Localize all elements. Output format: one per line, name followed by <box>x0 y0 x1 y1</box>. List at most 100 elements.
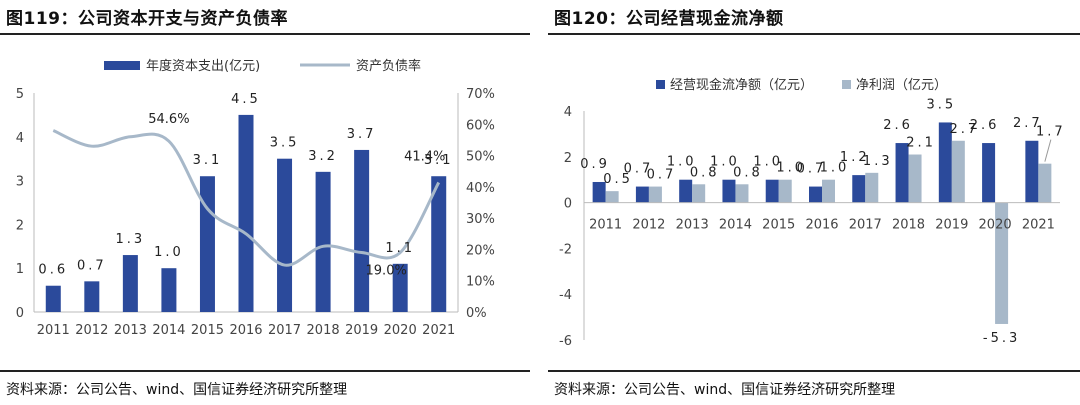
cashflow-data-label: 3.5 <box>926 97 956 112</box>
top-rule <box>548 33 1080 35</box>
y-tick-right: 10% <box>466 275 495 290</box>
capex-bar <box>84 281 100 312</box>
cashflow-data-label: 1.2 <box>840 150 870 165</box>
x-tick-label: 2019 <box>935 218 968 233</box>
net-profit-data-label: -5.3 <box>983 331 1020 346</box>
cashflow-data-label: 0.7 <box>797 162 827 177</box>
capex-data-label: 3.7 <box>347 127 377 142</box>
bottom-rule <box>0 370 530 372</box>
chart-title: 图120：公司经营现金流净额 <box>554 9 784 29</box>
y-tick: -2 <box>559 242 572 257</box>
legend-swatch-net-profit <box>842 80 851 89</box>
y-tick-right: 70% <box>466 87 495 102</box>
cashflow-bar <box>1025 140 1039 203</box>
capex-bar <box>392 263 408 312</box>
cashflow-data-label: 1.0 <box>667 155 697 170</box>
cashflow-data-label: 0.9 <box>580 157 610 172</box>
source-note: 资料来源：公司公告、wind、国信证券经济研究所整理 <box>554 382 896 398</box>
cashflow-data-label: 1.0 <box>710 155 740 170</box>
cashflow-bar <box>809 186 822 203</box>
net-profit-data-label: 1.0 <box>776 161 806 176</box>
capex-bar <box>238 114 254 313</box>
net-profit-bar <box>951 140 965 203</box>
y-tick-right: 30% <box>466 212 495 227</box>
x-tick-label: 2012 <box>632 218 665 233</box>
net-profit-data-label: 0.8 <box>733 165 763 180</box>
chart-panel-cashflow: 图120：公司经营现金流净额 经营现金流净额（亿元） 净利润（亿元） -6 -4 -2 0… <box>548 0 1080 405</box>
capex-bar <box>122 255 138 312</box>
capex-data-label: 3.5 <box>270 136 300 151</box>
x-tick-label: 2011 <box>37 323 70 338</box>
x-tick-label: 2018 <box>892 218 925 233</box>
y-tick-left: 4 <box>16 131 24 146</box>
x-tick-label: 2011 <box>589 218 622 233</box>
capex-data-label: 3.1 <box>424 153 454 168</box>
net-profit-bar <box>692 184 706 203</box>
cashflow-bar <box>982 143 996 203</box>
legend-label-cashflow: 经营现金流净额（亿元） <box>670 77 813 93</box>
net-profit-data-label: 2.1 <box>906 136 936 151</box>
net-profit-data-label: 1.7 <box>1036 125 1066 140</box>
capex-data-label: 1.3 <box>116 232 146 247</box>
debt-ratio-data-label: 19.0% <box>366 264 407 279</box>
x-tick-label: 2014 <box>152 323 185 338</box>
y-tick-left: 0 <box>16 306 24 321</box>
capex-data-label: 3.1 <box>193 153 223 168</box>
capex-bar <box>161 268 177 312</box>
y-tick-right: 50% <box>466 150 495 165</box>
cashflow-bar <box>895 143 909 203</box>
legend-label-capex: 年度资本支出(亿元) <box>146 58 260 74</box>
x-tick-label: 2015 <box>762 218 795 233</box>
capex-data-label: 1.1 <box>385 241 415 256</box>
x-tick-label: 2021 <box>1022 218 1055 233</box>
x-tick-label: 2012 <box>75 323 108 338</box>
net-profit-bar <box>822 179 835 203</box>
legend-swatch-capex <box>104 61 140 70</box>
y-tick-left: 1 <box>16 262 24 277</box>
capex-data-label: 0.6 <box>38 263 68 278</box>
cashflow-bar <box>938 122 952 203</box>
capex-bar <box>431 176 447 312</box>
chart-title: 图119：公司资本开支与资产负债率 <box>6 9 288 29</box>
net-profit-data-label: 0.5 <box>603 172 633 187</box>
cashflow-data-label: 2.6 <box>883 118 913 133</box>
net-profit-data-label: 0.8 <box>690 165 720 180</box>
x-tick-label: 2020 <box>384 323 417 338</box>
net-profit-bar <box>1038 163 1052 203</box>
x-tick-label: 2013 <box>114 323 147 338</box>
x-tick-label: 2020 <box>979 218 1012 233</box>
net-profit-bar <box>778 179 792 203</box>
legend-swatch-cashflow <box>656 80 665 89</box>
chart-panel-capex: 图119：公司资本开支与资产负债率 年度资本支出(亿元) 资产负债率 0 1 2 3 4 5 0… <box>0 0 530 405</box>
cashflow-data-label: 2.6 <box>970 118 1000 133</box>
y-tick: 2 <box>564 151 572 166</box>
cashflow-bar <box>592 181 606 203</box>
y-tick: -4 <box>559 288 572 303</box>
cashflow-data-label: 2.7 <box>1013 116 1043 131</box>
source-note: 资料来源：公司公告、wind、国信证券经济研究所整理 <box>6 382 348 398</box>
capex-data-label: 0.7 <box>77 258 107 273</box>
y-tick-left: 2 <box>16 218 24 233</box>
net-profit-bar <box>908 154 922 203</box>
capex-data-label: 1.0 <box>154 245 184 260</box>
x-tick-label: 2021 <box>422 323 455 338</box>
x-tick-label: 2015 <box>191 323 224 338</box>
capex-bar <box>199 176 215 312</box>
cashflow-data-label: 1.0 <box>753 155 783 170</box>
debt-ratio-data-label: 54.6% <box>148 112 189 127</box>
x-tick-label: 2016 <box>805 218 838 233</box>
x-tick-label: 2014 <box>719 218 752 233</box>
x-tick-label: 2013 <box>676 218 709 233</box>
y-tick-right: 20% <box>466 243 495 258</box>
capex-data-label: 4.5 <box>231 92 261 107</box>
net-profit-data-label: 2.7 <box>949 122 979 137</box>
cashflow-bar <box>722 179 736 203</box>
net-profit-bar <box>995 202 1009 324</box>
y-tick-right: 40% <box>466 181 495 196</box>
cashflow-data-label: 0.7 <box>624 162 654 177</box>
label-leader-line <box>1044 139 1052 162</box>
y-tick: 0 <box>564 197 572 212</box>
top-rule <box>0 33 530 35</box>
capex-bar <box>45 285 61 312</box>
y-tick-right: 60% <box>466 118 495 133</box>
